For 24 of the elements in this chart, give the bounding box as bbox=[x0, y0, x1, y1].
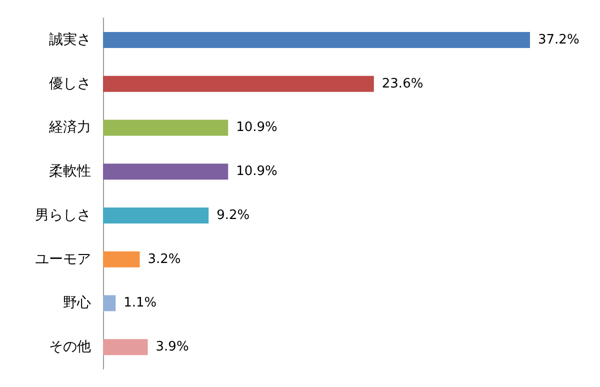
bar bbox=[103, 32, 530, 48]
data-label: 10.9% bbox=[236, 120, 278, 136]
y-tick-label: 経済力 bbox=[48, 120, 91, 136]
y-tick-label: その他 bbox=[49, 339, 91, 356]
y-tick-label: ユーモア bbox=[35, 251, 91, 268]
y-tick-label: 優しさ bbox=[49, 76, 91, 92]
y-tick-label: 柔軟性 bbox=[49, 164, 91, 180]
bar bbox=[103, 120, 228, 136]
bar bbox=[103, 164, 228, 180]
bar bbox=[103, 76, 374, 92]
bar bbox=[103, 207, 209, 224]
y-tick-label: 男らしさ bbox=[35, 207, 91, 224]
data-label: 9.2% bbox=[216, 208, 250, 223]
bar bbox=[103, 251, 140, 268]
data-label: 10.9% bbox=[236, 164, 278, 180]
data-label: 3.9% bbox=[156, 340, 189, 355]
data-label: 1.1% bbox=[124, 296, 157, 311]
bar bbox=[103, 339, 148, 356]
data-label: 3.2% bbox=[148, 252, 181, 267]
bar bbox=[103, 295, 116, 312]
y-tick-label: 野心 bbox=[63, 295, 91, 312]
data-label: 37.2% bbox=[538, 32, 580, 48]
data-label: 23.6% bbox=[382, 76, 424, 92]
y-tick-label: 誠実さ bbox=[49, 32, 91, 48]
